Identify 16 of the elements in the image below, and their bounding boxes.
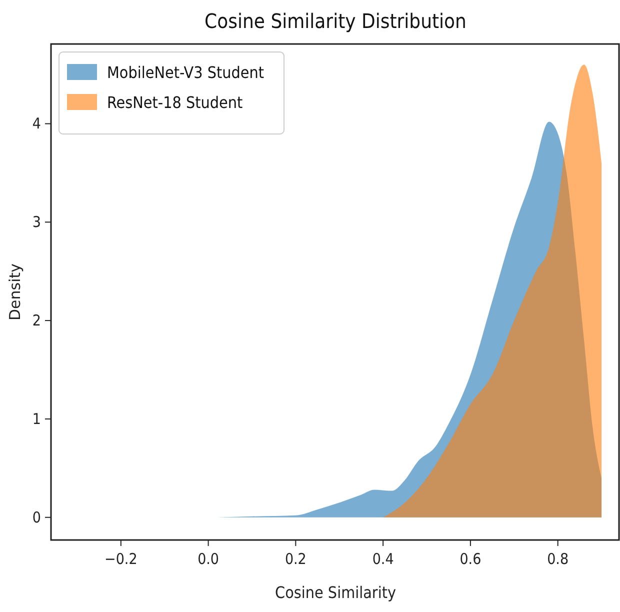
x-tick-label: 0.4 xyxy=(372,550,394,568)
y-tick-label: 2 xyxy=(32,312,41,330)
legend-label: MobileNet-V3 Student xyxy=(107,63,264,82)
legend-label: ResNet-18 Student xyxy=(107,93,244,112)
y-tick-label: 3 xyxy=(32,213,41,232)
y-axis-title: Density xyxy=(6,263,24,321)
x-axis-title: Cosine Similarity xyxy=(275,583,396,602)
y-tick-label: 0 xyxy=(32,508,41,526)
x-tick-label: 0.6 xyxy=(460,550,482,568)
x-tick-label: 0.0 xyxy=(198,550,220,568)
chart-title: Cosine Similarity Distribution xyxy=(204,9,466,33)
y-tick-label: 4 xyxy=(32,114,41,133)
x-tick-label: −0.2 xyxy=(104,550,138,568)
x-tick-label: 0.8 xyxy=(547,550,569,568)
x-tick-label: 0.2 xyxy=(284,550,306,568)
y-tick-label: 1 xyxy=(32,410,41,428)
